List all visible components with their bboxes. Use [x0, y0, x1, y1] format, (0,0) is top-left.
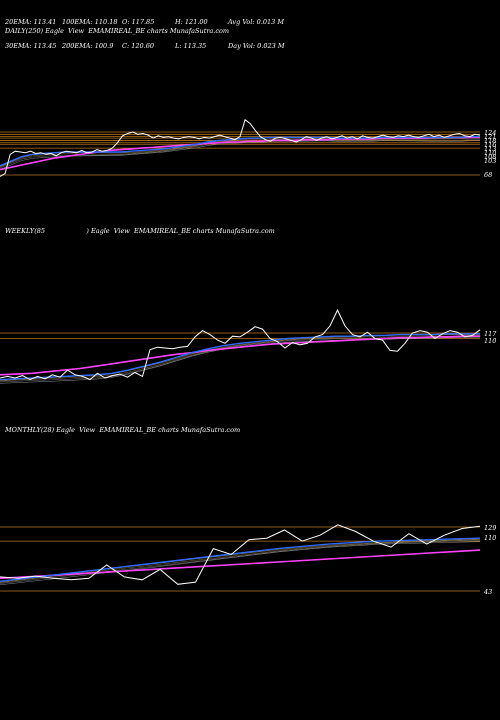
ema20-value: 20EMA: 113.41	[5, 18, 57, 26]
daily-price-line	[0, 118, 481, 177]
daily-ema-short-line	[0, 135, 480, 167]
ema100-value: 100EMA: 110.18	[62, 18, 118, 26]
daily-panel-title: DAILY(250) Eagle View EMAMIREAL_BE chart…	[5, 27, 230, 35]
daily-level-label: 121	[484, 133, 496, 141]
ema200-value: 200EMA: 100.9	[62, 42, 114, 50]
monthly-level-label: 129	[484, 524, 496, 532]
daily-level-label: 116	[484, 141, 496, 149]
close-value: C: 120.60	[122, 42, 154, 50]
daily-level-label: 118	[484, 137, 496, 145]
monthly-ma-band-line	[0, 539, 481, 583]
daily-level-label: 68	[484, 171, 492, 179]
daily-level-label: 110	[484, 149, 496, 157]
daily-ema-long-line	[0, 136, 480, 171]
monthly-ema-long-line	[0, 549, 481, 580]
stat-col-5: Avg Vol: 0.013 M Day Vol: 0.023 M	[228, 2, 285, 58]
monthly-chart: 129 110 43	[0, 524, 496, 596]
weekly-panel-title: WEEKLY(85 ) Eagle View EMAMIREAL_BE char…	[5, 227, 275, 235]
monthly-ma-band-line	[0, 540, 481, 584]
weekly-level-label: 117	[484, 330, 497, 338]
weekly-ma-band-line	[0, 335, 481, 382]
stat-col-1: 20EMA: 113.41 30EMA: 113.45	[5, 2, 56, 58]
monthly-price-line	[0, 524, 481, 585]
stat-col-3: O: 117.85 C: 120.60	[122, 2, 154, 58]
daily-level-label: 108	[484, 153, 496, 161]
monthly-ma-band-line	[0, 538, 481, 583]
ema30-value: 30EMA: 113.45	[5, 42, 57, 50]
weekly-price-line	[0, 308, 481, 381]
stat-col-4: H: 121.00 L: 113.35	[175, 2, 208, 58]
stat-col-2: 100EMA: 110.18 200EMA: 100.9	[62, 2, 118, 58]
day-vol-value: Day Vol: 0.023 M	[228, 42, 285, 50]
weekly-ema-long-line	[0, 335, 480, 376]
monthly-level-label: 110	[484, 534, 496, 542]
weekly-level-label: 110	[484, 337, 496, 345]
open-value: O: 117.85	[122, 18, 155, 26]
monthly-ma-band-line	[0, 541, 481, 586]
daily-level-label: 113	[484, 145, 496, 153]
monthly-panel-title: MONTHLY(28) Eagle View EMAMIREAL_BE char…	[5, 426, 241, 434]
daily-level-label: 103	[484, 157, 496, 165]
daily-level-label: 124	[484, 129, 496, 137]
low-value: L: 113.35	[175, 42, 207, 50]
monthly-level-label: 43	[483, 588, 492, 596]
daily-ma-band-line	[0, 140, 481, 170]
weekly-ma-band-line	[0, 334, 481, 381]
high-value: H: 121.00	[175, 18, 208, 26]
avg-vol-value: Avg Vol: 0.013 M	[228, 18, 285, 26]
